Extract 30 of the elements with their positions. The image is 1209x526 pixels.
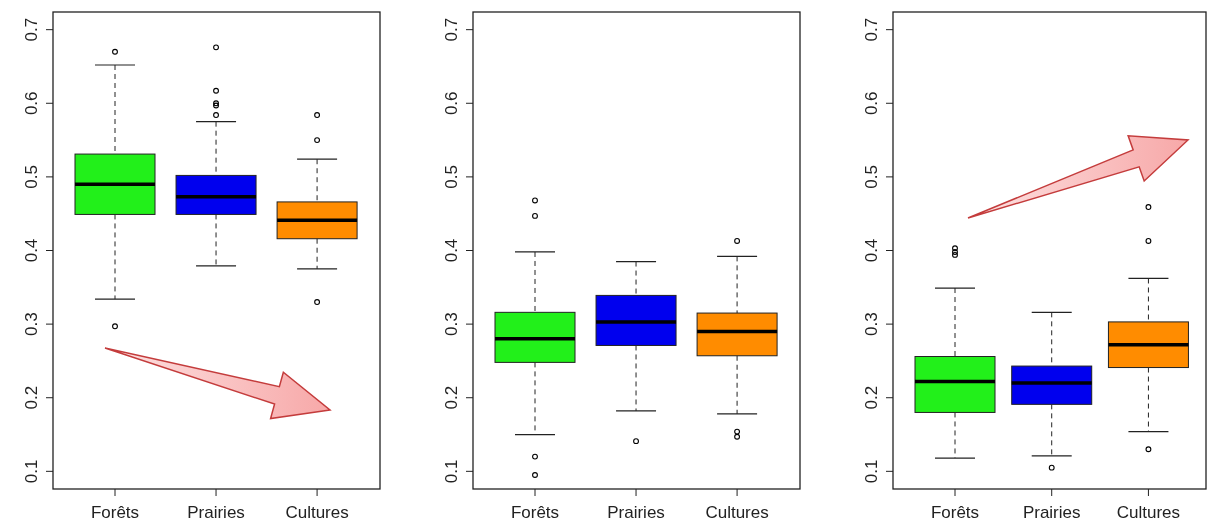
y-tick-label: 0.2 [862,385,881,410]
x-tick-label: Forêts [930,503,980,522]
x-tick-label: Cultures [1116,503,1181,522]
x-tick-label: Prairies [607,503,665,522]
x-tick-label: Forêts [510,503,560,522]
y-tick-label: 0.6 [22,91,41,116]
x-tick-label: Prairies [1022,503,1081,522]
y-tick-label: 0.7 [862,17,881,42]
y-tick-label: 0.4 [442,238,461,263]
y-tick-label: 0.5 [862,165,881,189]
y-tick-label: 0.4 [862,238,881,263]
y-tick-label: 0.3 [862,312,881,336]
x-tick-label: Cultures [705,503,769,522]
y-tick-label: 0.3 [22,312,41,336]
y-tick-label: 0.1 [862,459,881,484]
y-tick-label: 0.5 [442,165,461,189]
y-tick-label: 0.5 [22,165,41,189]
x-tick-label: Prairies [187,503,245,522]
y-tick-label: 0.1 [442,459,461,484]
y-tick-label: 0.6 [862,91,881,116]
y-tick-label: 0.7 [442,17,461,42]
y-tick-label: 0.6 [442,91,461,116]
y-tick-label: 0.7 [22,17,41,42]
x-tick-label: Cultures [285,503,349,522]
y-tick-label: 0.1 [22,459,41,484]
y-tick-label: 0.2 [442,385,461,410]
x-tick-label: Forêts [90,503,140,522]
y-tick-label: 0.4 [22,238,41,263]
y-tick-label: 0.3 [442,312,461,336]
y-tick-label: 0.2 [22,385,41,410]
